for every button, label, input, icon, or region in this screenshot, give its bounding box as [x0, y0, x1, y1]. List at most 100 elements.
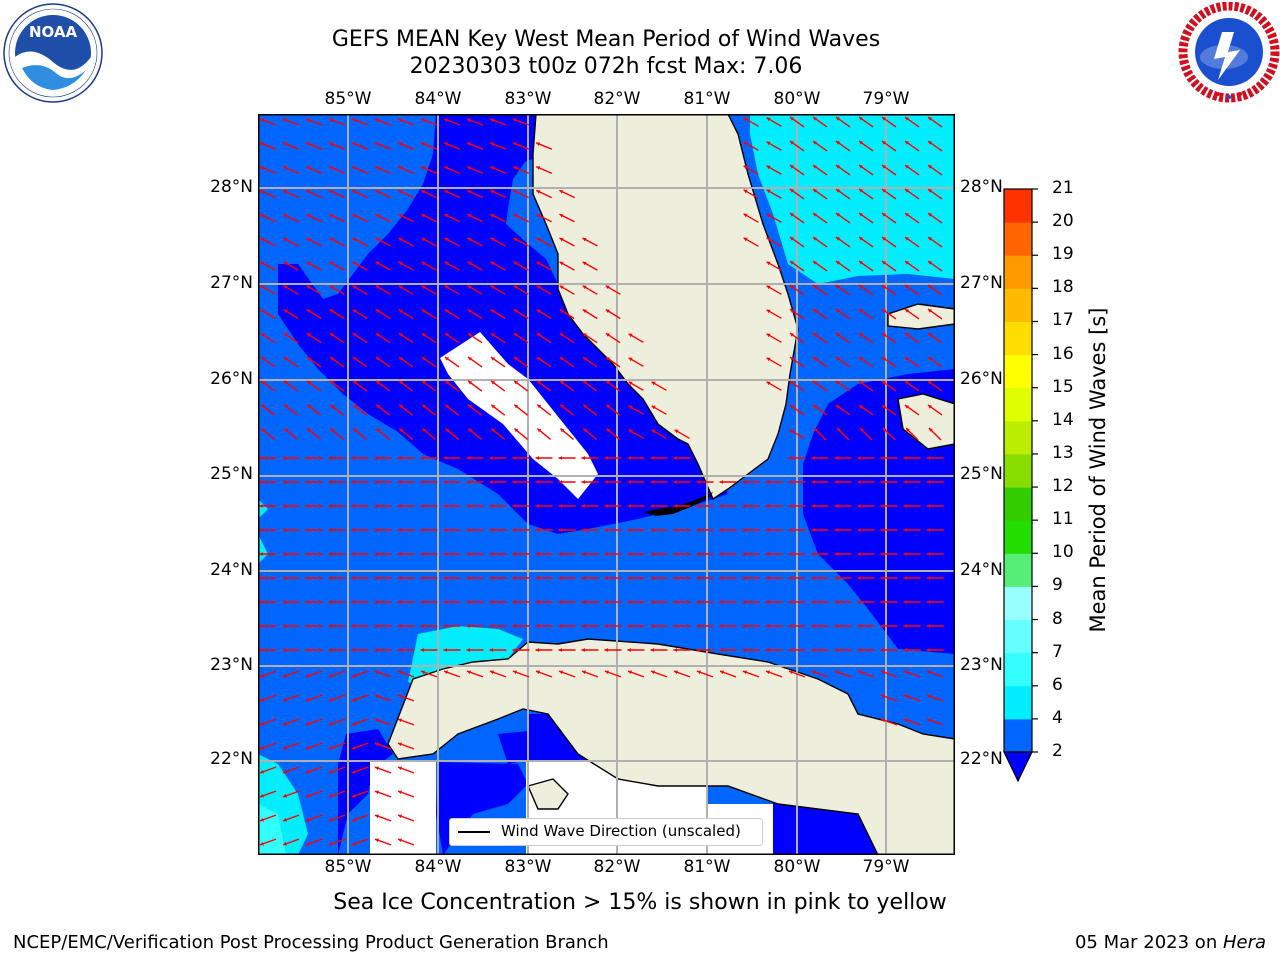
wave-direction-arrowhead	[329, 333, 334, 337]
wave-direction-arrowhead	[329, 745, 333, 750]
wave-direction-arrowhead	[882, 261, 886, 265]
colorbar-tick-label: 12	[1052, 476, 1074, 497]
wave-direction-arrowhead	[420, 600, 424, 604]
wave-direction-arrowhead	[260, 333, 265, 337]
wave-direction-arrowhead	[352, 261, 357, 266]
wave-direction-arrowhead	[329, 214, 334, 218]
colorbar-band	[1004, 553, 1032, 587]
wave-direction-arrowhead	[443, 648, 447, 652]
wave-direction-arrowhead	[512, 480, 516, 484]
wave-direction-arrowhead	[260, 166, 265, 170]
wave-direction-arrowhead	[859, 309, 863, 313]
wave-direction-arrowhead	[905, 261, 909, 265]
wave-direction-arrowhead	[627, 456, 631, 460]
wave-direction-arrowhead	[928, 165, 932, 169]
wave-direction-arrowhead	[742, 504, 746, 508]
wave-direction-arrowhead	[811, 600, 815, 604]
wave-direction-arrowhead	[351, 624, 355, 628]
wave-direction-arrowhead	[420, 480, 424, 484]
wave-direction-arrowhead	[765, 576, 769, 580]
wave-direction-arrowhead	[329, 238, 334, 242]
wave-direction-arrowhead	[859, 285, 863, 289]
wave-direction-arrowhead	[512, 504, 516, 508]
wave-direction-arrowhead	[260, 238, 265, 242]
wave-direction-arrowhead	[467, 285, 472, 290]
wave-direction-arrowhead	[905, 141, 909, 145]
wave-direction-arrowhead	[306, 841, 310, 846]
wave-direction-arrowhead	[421, 142, 426, 146]
wave-direction-arrowhead	[397, 600, 401, 604]
wave-direction-arrowhead	[811, 528, 815, 532]
wave-direction-arrowhead	[329, 697, 333, 702]
lat-label-right: 26°N	[960, 369, 1003, 389]
wave-direction-arrowhead	[604, 624, 608, 628]
wave-direction-arrowhead	[628, 429, 633, 434]
wave-direction-arrowhead	[928, 189, 932, 193]
wave-direction-arrowhead	[375, 261, 380, 266]
wave-direction-arrowhead	[719, 600, 723, 604]
wave-direction-arrowhead	[790, 261, 794, 265]
wave-direction-arrowhead	[673, 648, 677, 652]
colorbar-band	[1004, 586, 1032, 621]
wave-direction-arrowhead	[581, 504, 585, 508]
wave-direction-arrowhead	[512, 600, 516, 604]
wave-direction-arrowhead	[513, 670, 517, 675]
wave-direction-arrowhead	[307, 404, 312, 409]
wave-direction-arrowhead	[282, 600, 286, 604]
wave-direction-arrowhead	[353, 380, 358, 385]
wave-direction-arrowhead	[880, 624, 884, 628]
colorbar-band	[1004, 288, 1032, 322]
wave-direction-arrowhead	[329, 166, 334, 170]
wave-direction-arrowhead	[329, 261, 334, 266]
wave-direction-arrowhead	[260, 793, 264, 798]
wave-direction-arrowhead	[512, 648, 516, 652]
wave-direction-arrowhead	[743, 237, 748, 242]
wave-direction-arrowhead	[765, 480, 769, 484]
wave-direction-arrowhead	[880, 552, 884, 556]
wave-direction-arrowhead	[836, 261, 840, 265]
wave-direction-arrowhead	[282, 576, 286, 580]
wave-direction-arrowhead	[261, 380, 266, 385]
wave-direction-arrowhead	[926, 504, 930, 508]
colorbar-tick-label: 21	[1052, 178, 1074, 198]
wave-direction-arrowhead	[535, 504, 539, 508]
wave-direction-arrowhead	[766, 141, 771, 146]
wave-direction-arrowhead	[836, 357, 840, 361]
wave-direction-arrowhead	[444, 190, 449, 194]
wave-direction-arrowhead	[535, 528, 539, 532]
wave-direction-arrowhead	[259, 648, 263, 652]
wave-direction-arrowhead	[490, 214, 495, 218]
wave-direction-arrowhead	[836, 333, 840, 337]
wave-direction-arrowhead	[398, 118, 402, 123]
wave-direction-arrowhead	[259, 552, 263, 556]
wave-direction-arrowhead	[836, 141, 840, 145]
colorbar-band	[1004, 255, 1032, 289]
wave-direction-arrowhead	[330, 357, 334, 361]
wave-direction-arrowhead	[742, 600, 746, 604]
wave-direction-arrowhead	[788, 648, 792, 652]
chart-title: GEFS MEAN Key West Mean Period of Wind W…	[331, 27, 881, 52]
wave-direction-arrowhead	[374, 552, 378, 556]
wave-direction-arrowhead	[903, 648, 907, 652]
wave-direction-arrowhead	[282, 504, 286, 508]
colorbar-extend-triangle	[1003, 751, 1033, 783]
wave-direction-arrowhead	[513, 166, 518, 170]
wave-direction-arrowhead	[673, 600, 677, 604]
wave-direction-arrowhead	[535, 600, 539, 604]
wave-direction-arrowhead	[558, 600, 562, 604]
wave-direction-arrowhead	[375, 118, 379, 123]
wave-direction-arrowhead	[788, 480, 792, 484]
wave-direction-arrowhead	[742, 648, 746, 652]
wave-direction-arrowhead	[259, 456, 263, 460]
wave-direction-arrowhead	[375, 814, 379, 819]
wave-direction-arrowhead	[928, 309, 932, 313]
wave-direction-arrowhead	[282, 624, 286, 628]
lon-label-top: 84°W	[414, 89, 462, 109]
wave-direction-arrowhead	[306, 261, 311, 266]
wave-direction-arrowhead	[834, 480, 838, 484]
wave-direction-arrowhead	[836, 405, 840, 409]
wave-direction-arrowhead	[513, 118, 517, 123]
wave-direction-arrowhead	[604, 552, 608, 556]
wave-direction-arrowhead	[628, 381, 633, 386]
wave-direction-arrowhead	[352, 745, 356, 750]
